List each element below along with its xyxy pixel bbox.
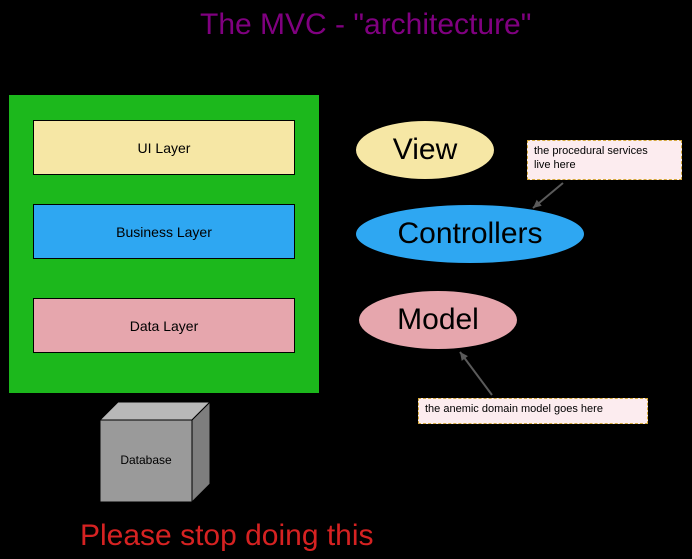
- database-cube-svg: [100, 402, 210, 502]
- database-label: Database: [100, 453, 192, 467]
- data-layer-label: Data Layer: [130, 318, 198, 334]
- database-cube: Database: [100, 402, 210, 502]
- business-layer-label: Business Layer: [116, 224, 212, 240]
- model-ellipse-label: Model: [397, 303, 479, 337]
- business-layer-box: Business Layer: [33, 204, 295, 259]
- arrow-to-controllers: [523, 173, 573, 218]
- controllers-ellipse-label: Controllers: [397, 217, 542, 251]
- ui-layer-label: UI Layer: [138, 140, 191, 156]
- ui-layer-box: UI Layer: [33, 120, 295, 175]
- page-title: The MVC - "architecture": [200, 8, 531, 42]
- arrow-to-model: [450, 342, 502, 405]
- data-layer-box: Data Layer: [33, 298, 295, 353]
- footer-text: Please stop doing this: [80, 519, 374, 553]
- model-ellipse: Model: [358, 290, 518, 350]
- view-ellipse: View: [355, 120, 495, 180]
- view-ellipse-label: View: [393, 133, 457, 167]
